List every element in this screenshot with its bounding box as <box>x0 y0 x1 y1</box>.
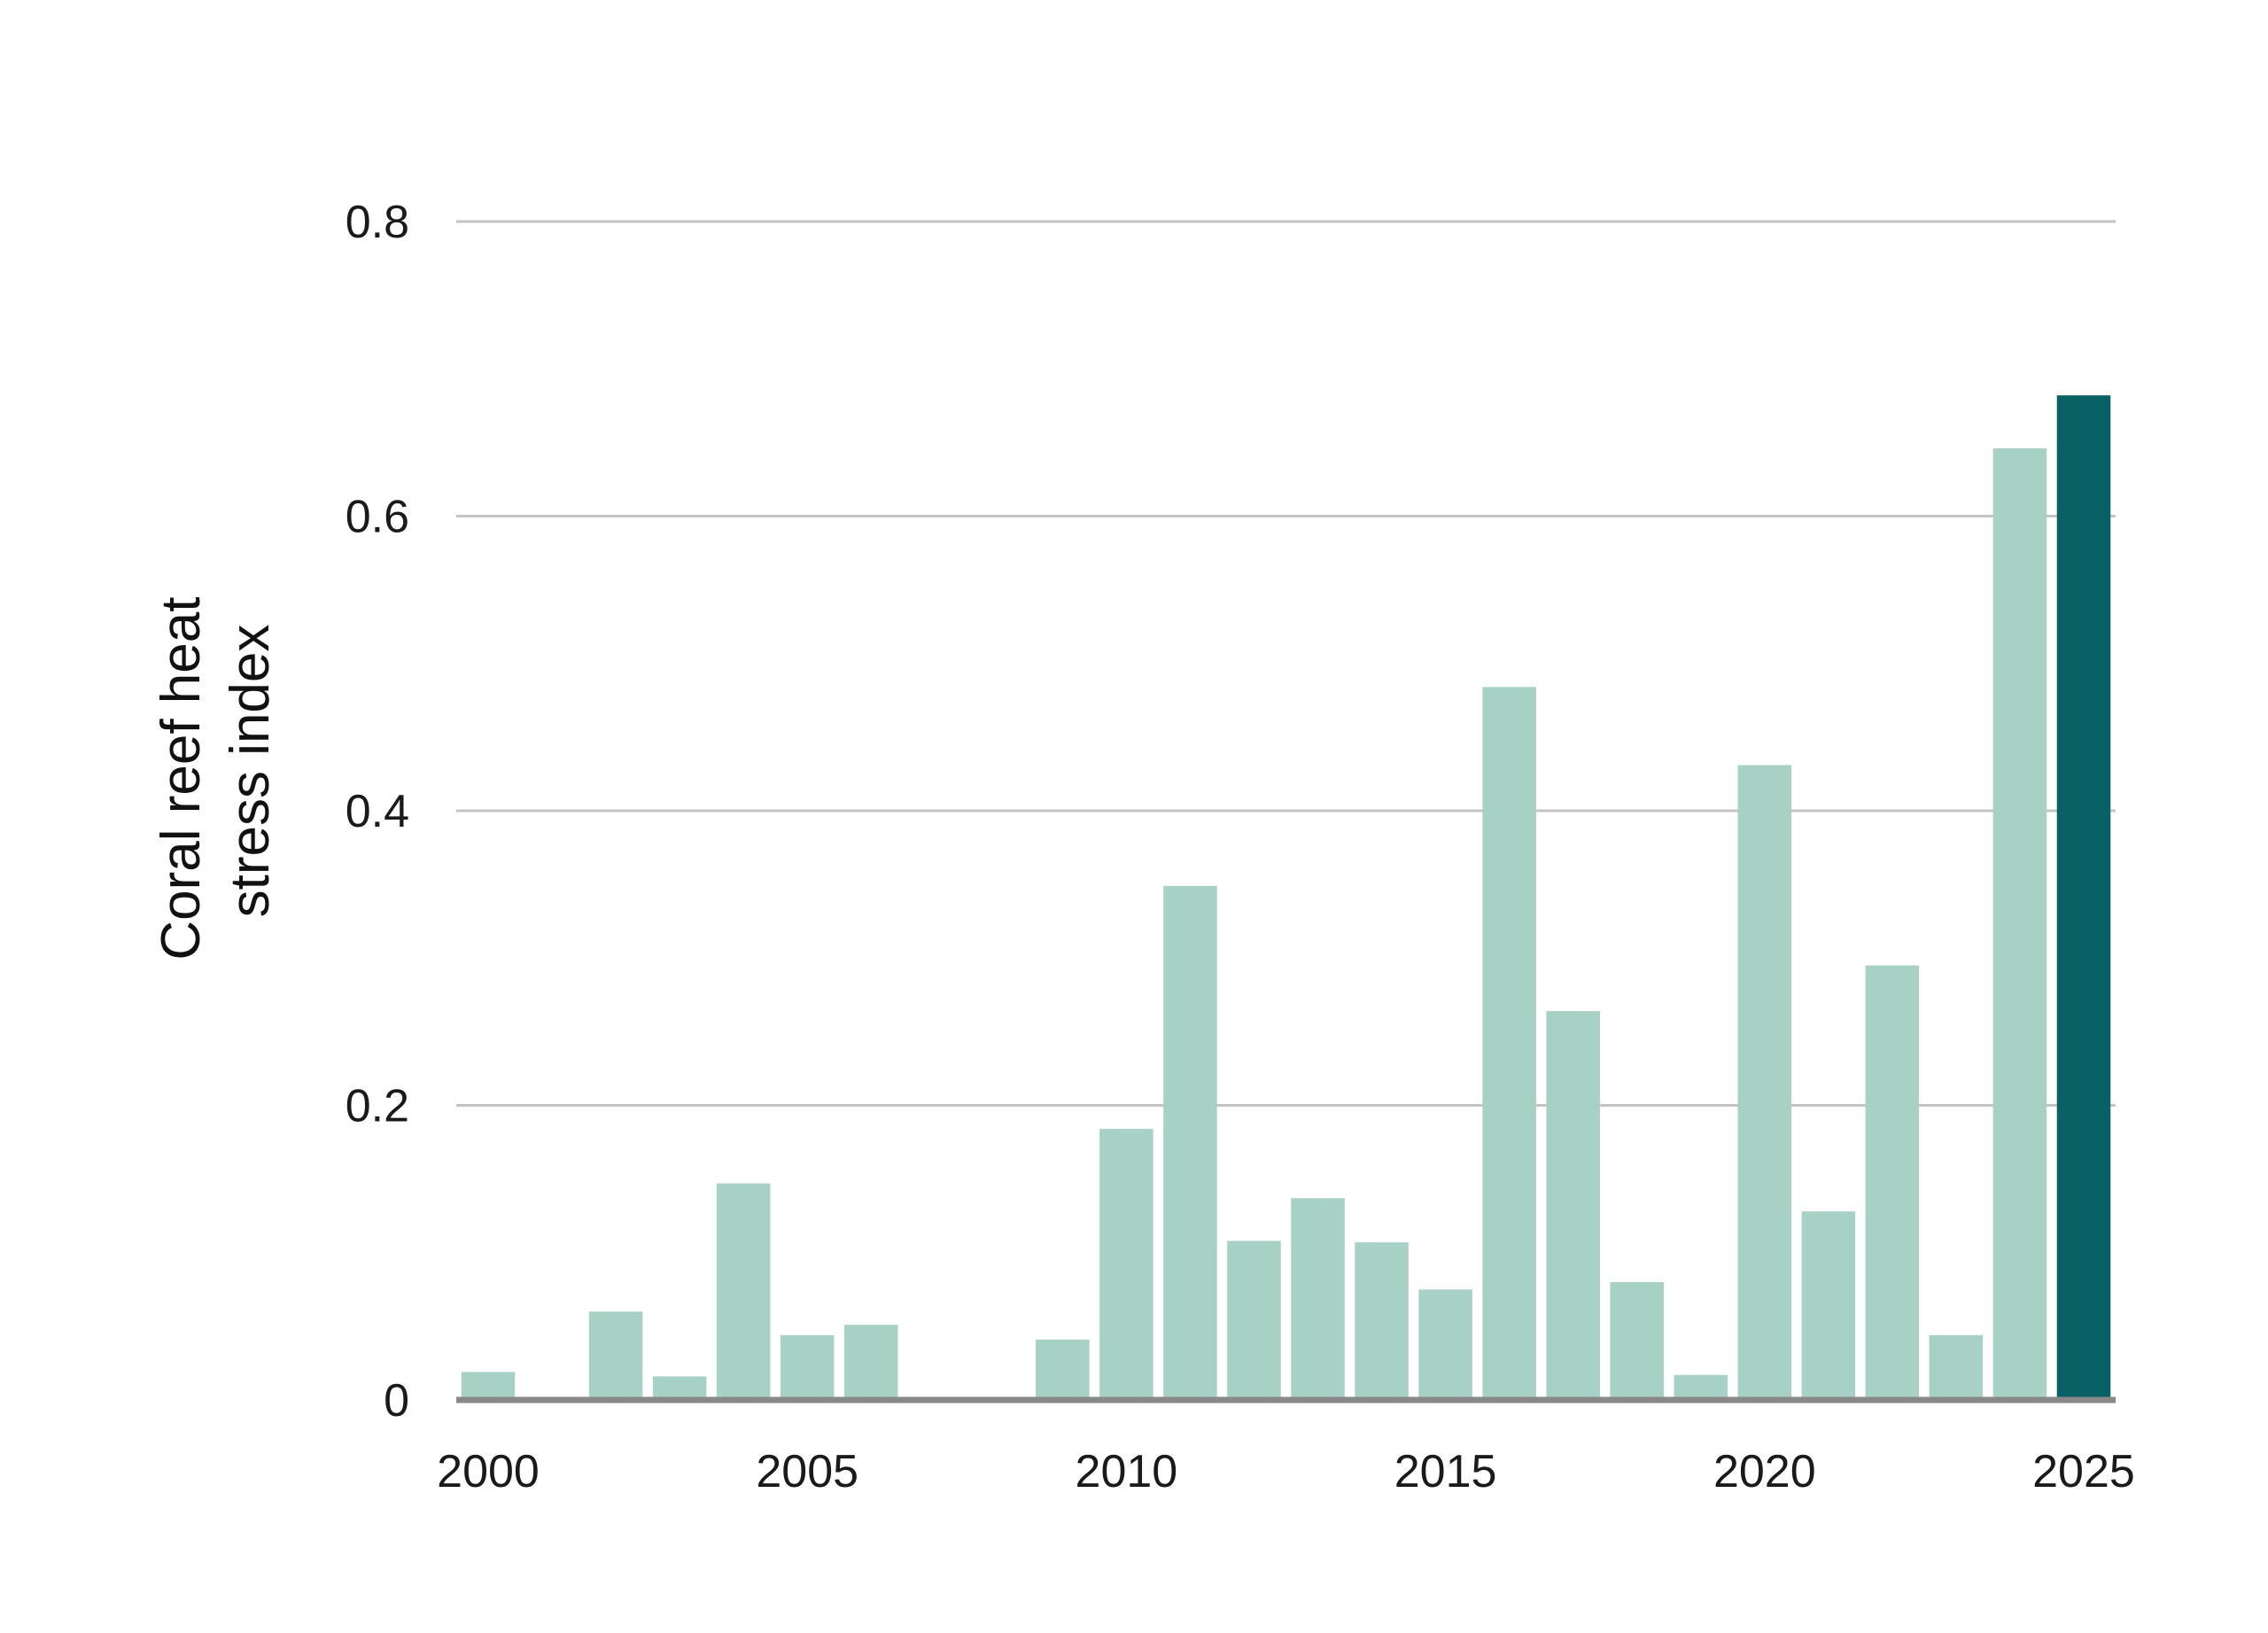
bar-2000 <box>461 1372 516 1400</box>
y-tick-label: 0.6 <box>346 492 409 543</box>
bar-2019 <box>1674 1374 1728 1400</box>
bar-2011 <box>1163 885 1217 1400</box>
bar-2017 <box>1546 1011 1600 1400</box>
bar-2004 <box>716 1183 771 1400</box>
bar-2016 <box>1482 687 1536 1400</box>
bar-2020 <box>1737 765 1792 1400</box>
bar-2018 <box>1610 1282 1664 1400</box>
y-tick-label: 0.8 <box>346 197 409 248</box>
bars <box>461 395 2111 1400</box>
bar-2009 <box>1036 1339 1090 1400</box>
bar-2022 <box>1865 965 1920 1400</box>
y-tick-label: 0.2 <box>346 1081 409 1132</box>
y-axis-title-line-2: stress index <box>220 625 281 918</box>
x-tick-label: 2020 <box>1713 1446 1816 1497</box>
x-axis-ticks: 2000 2005 2010 2015 2020 2025 <box>437 1446 2135 1497</box>
bar-2021 <box>1801 1211 1856 1400</box>
x-tick-label: 2010 <box>1076 1446 1178 1497</box>
y-axis-ticks: 0 0.2 0.4 0.6 0.8 <box>346 197 409 1427</box>
x-tick-label: 2025 <box>2032 1446 2135 1497</box>
gridlines <box>456 220 2116 1107</box>
bar-2010 <box>1099 1129 1153 1400</box>
bar-2003 <box>652 1376 707 1400</box>
bar-2014 <box>1355 1242 1409 1400</box>
y-tick-label: 0.4 <box>346 786 409 837</box>
x-tick-label: 2000 <box>437 1446 540 1497</box>
bar-2024 <box>1992 448 2047 1400</box>
bar-2012 <box>1227 1240 1281 1400</box>
y-tick-label: 0 <box>384 1375 409 1427</box>
bar-2013 <box>1291 1198 1345 1400</box>
bar-2015 <box>1418 1289 1472 1400</box>
x-tick-label: 2015 <box>1394 1446 1497 1497</box>
bar-2006 <box>843 1325 898 1400</box>
bar-2025 <box>2056 395 2111 1400</box>
x-tick-label: 2005 <box>756 1446 858 1497</box>
y-axis-title-line-1: Coral reef heat <box>151 597 212 960</box>
bar-2002 <box>588 1311 643 1400</box>
y-axis-title: Coral reef heat stress index <box>151 581 281 960</box>
bar-2023 <box>1929 1334 1984 1400</box>
bar-2005 <box>780 1334 835 1400</box>
